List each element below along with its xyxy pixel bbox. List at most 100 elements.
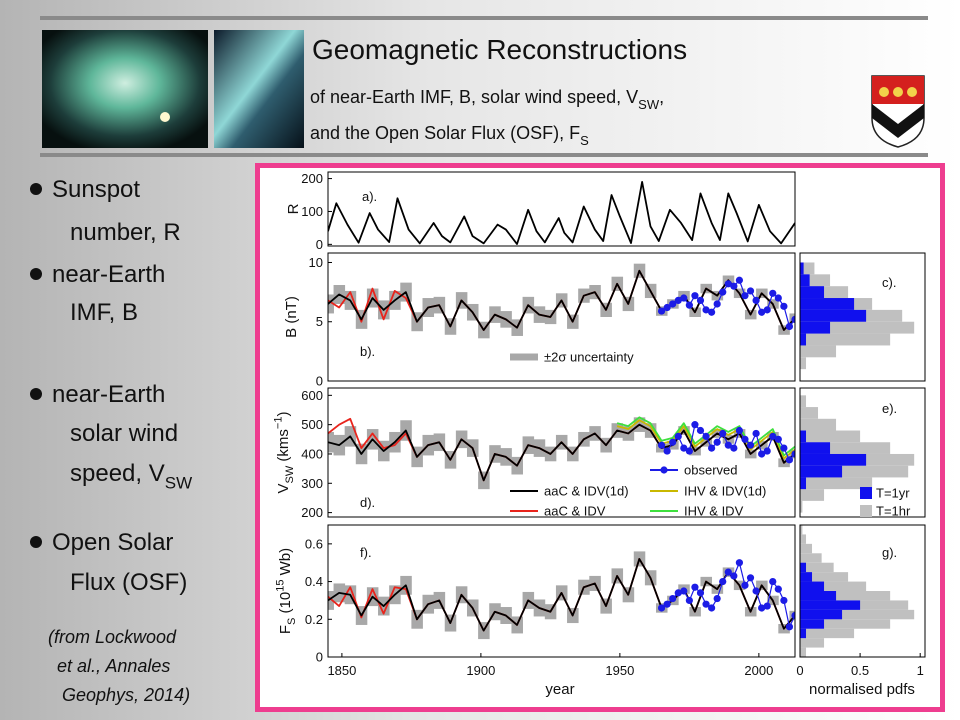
legend-label: IHV & IDV(1d) [684,484,766,499]
y-axis-label: R [285,203,302,214]
y-tick-label: 0 [316,650,323,665]
observed-point [685,301,693,309]
observed-point [758,604,766,612]
aurora-image [42,30,208,148]
histogram-bar [800,543,813,554]
y-tick-label: 0 [316,374,323,389]
observed-point [791,611,795,620]
citation: Geophys, 2014) [62,685,190,705]
observed-point [702,600,710,608]
bullet-text: Sunspot [52,176,140,203]
plot-marks [800,395,915,513]
bullet [30,388,42,400]
observed-point [663,447,671,455]
observed-point [769,289,777,297]
observed-point [791,315,795,323]
observed-point [780,444,788,452]
y-tick-label: 5 [316,314,323,329]
uncertainty-band [328,294,334,314]
y-tick-label: 0.2 [305,612,323,627]
histogram-bar [800,609,915,620]
x-tick-label: 1 [917,663,924,678]
histogram-bar [800,262,815,275]
y-tick-label: 500 [301,417,323,432]
x-tick-label: 2000 [744,663,773,678]
histogram-bar [800,591,837,601]
histogram-bar [800,465,909,478]
citation: (from Lockwood [48,627,177,647]
text-part: of near-Earth IMF, B, solar wind speed, … [310,87,638,107]
histogram-bar [800,262,804,275]
plot-marks [328,416,795,490]
text-part: SW [638,97,660,112]
observed-point [691,583,699,591]
bullet [30,536,42,548]
bullet-text: near-Earth [52,261,165,288]
plot-frame [327,171,796,247]
histogram-bar [800,489,825,501]
observed-point [774,435,782,443]
observed-point [785,322,794,331]
observed-point [741,292,749,300]
histogram-bar [800,600,861,610]
observed-point [696,426,705,435]
plot-marks [800,525,915,657]
text-part: V [275,483,292,493]
x-tick-label: 1850 [327,663,356,678]
observed-point [730,572,738,580]
plot-area [328,388,795,517]
panel-label: e). [882,401,897,416]
histogram-bar [800,333,807,346]
plot-marks [328,551,795,640]
observed-point [691,421,699,429]
histogram-bar [800,321,915,334]
histogram-bar [800,562,807,573]
rule [40,153,928,157]
observed-point [680,587,688,595]
plot-area [328,253,795,381]
observed-point [735,426,744,435]
observed-point [769,432,777,440]
panel-label: a). [362,189,377,204]
observed-point [735,276,744,284]
text-part: (kms [275,429,292,466]
y-tick-label: 0 [316,237,323,252]
x-axis-label: year [545,681,574,698]
histogram-bar [800,274,831,287]
observed-point [696,589,705,597]
histogram-bar [800,581,867,591]
observed-point [774,294,782,302]
text-part: S [580,133,589,148]
observed-point [752,296,760,305]
y-tick-label: 600 [301,388,323,403]
plot-marks [328,180,795,245]
histogram-bar [800,609,843,620]
text-part: S [286,618,298,625]
observed-point [680,294,688,302]
observed-point [730,282,738,290]
histogram-bar [800,562,834,573]
y-tick-label: 300 [301,476,323,491]
series-line [328,423,795,482]
observed-point [708,308,716,316]
histogram-bar [800,553,822,563]
histogram-bar [800,333,891,346]
histogram-bar [800,345,837,358]
observed-point [780,596,788,605]
observed-point [719,288,727,296]
observed-point [713,438,721,446]
histogram-bar [800,572,813,582]
histogram-bar [800,442,831,454]
subtitle: of near-Earth IMF, B, solar wind speed, … [310,87,664,112]
observed-point [669,300,677,308]
observed-point [724,568,732,576]
bullet-text: speed, VSW [70,460,192,493]
histogram-bar [800,309,867,322]
y-axis-label: VSW (kms−1) [273,412,296,494]
histogram-bar [800,638,825,648]
histogram-bar [800,453,867,466]
histogram-bar [800,418,837,431]
observed-point [752,587,760,595]
histogram-bar [800,430,861,443]
